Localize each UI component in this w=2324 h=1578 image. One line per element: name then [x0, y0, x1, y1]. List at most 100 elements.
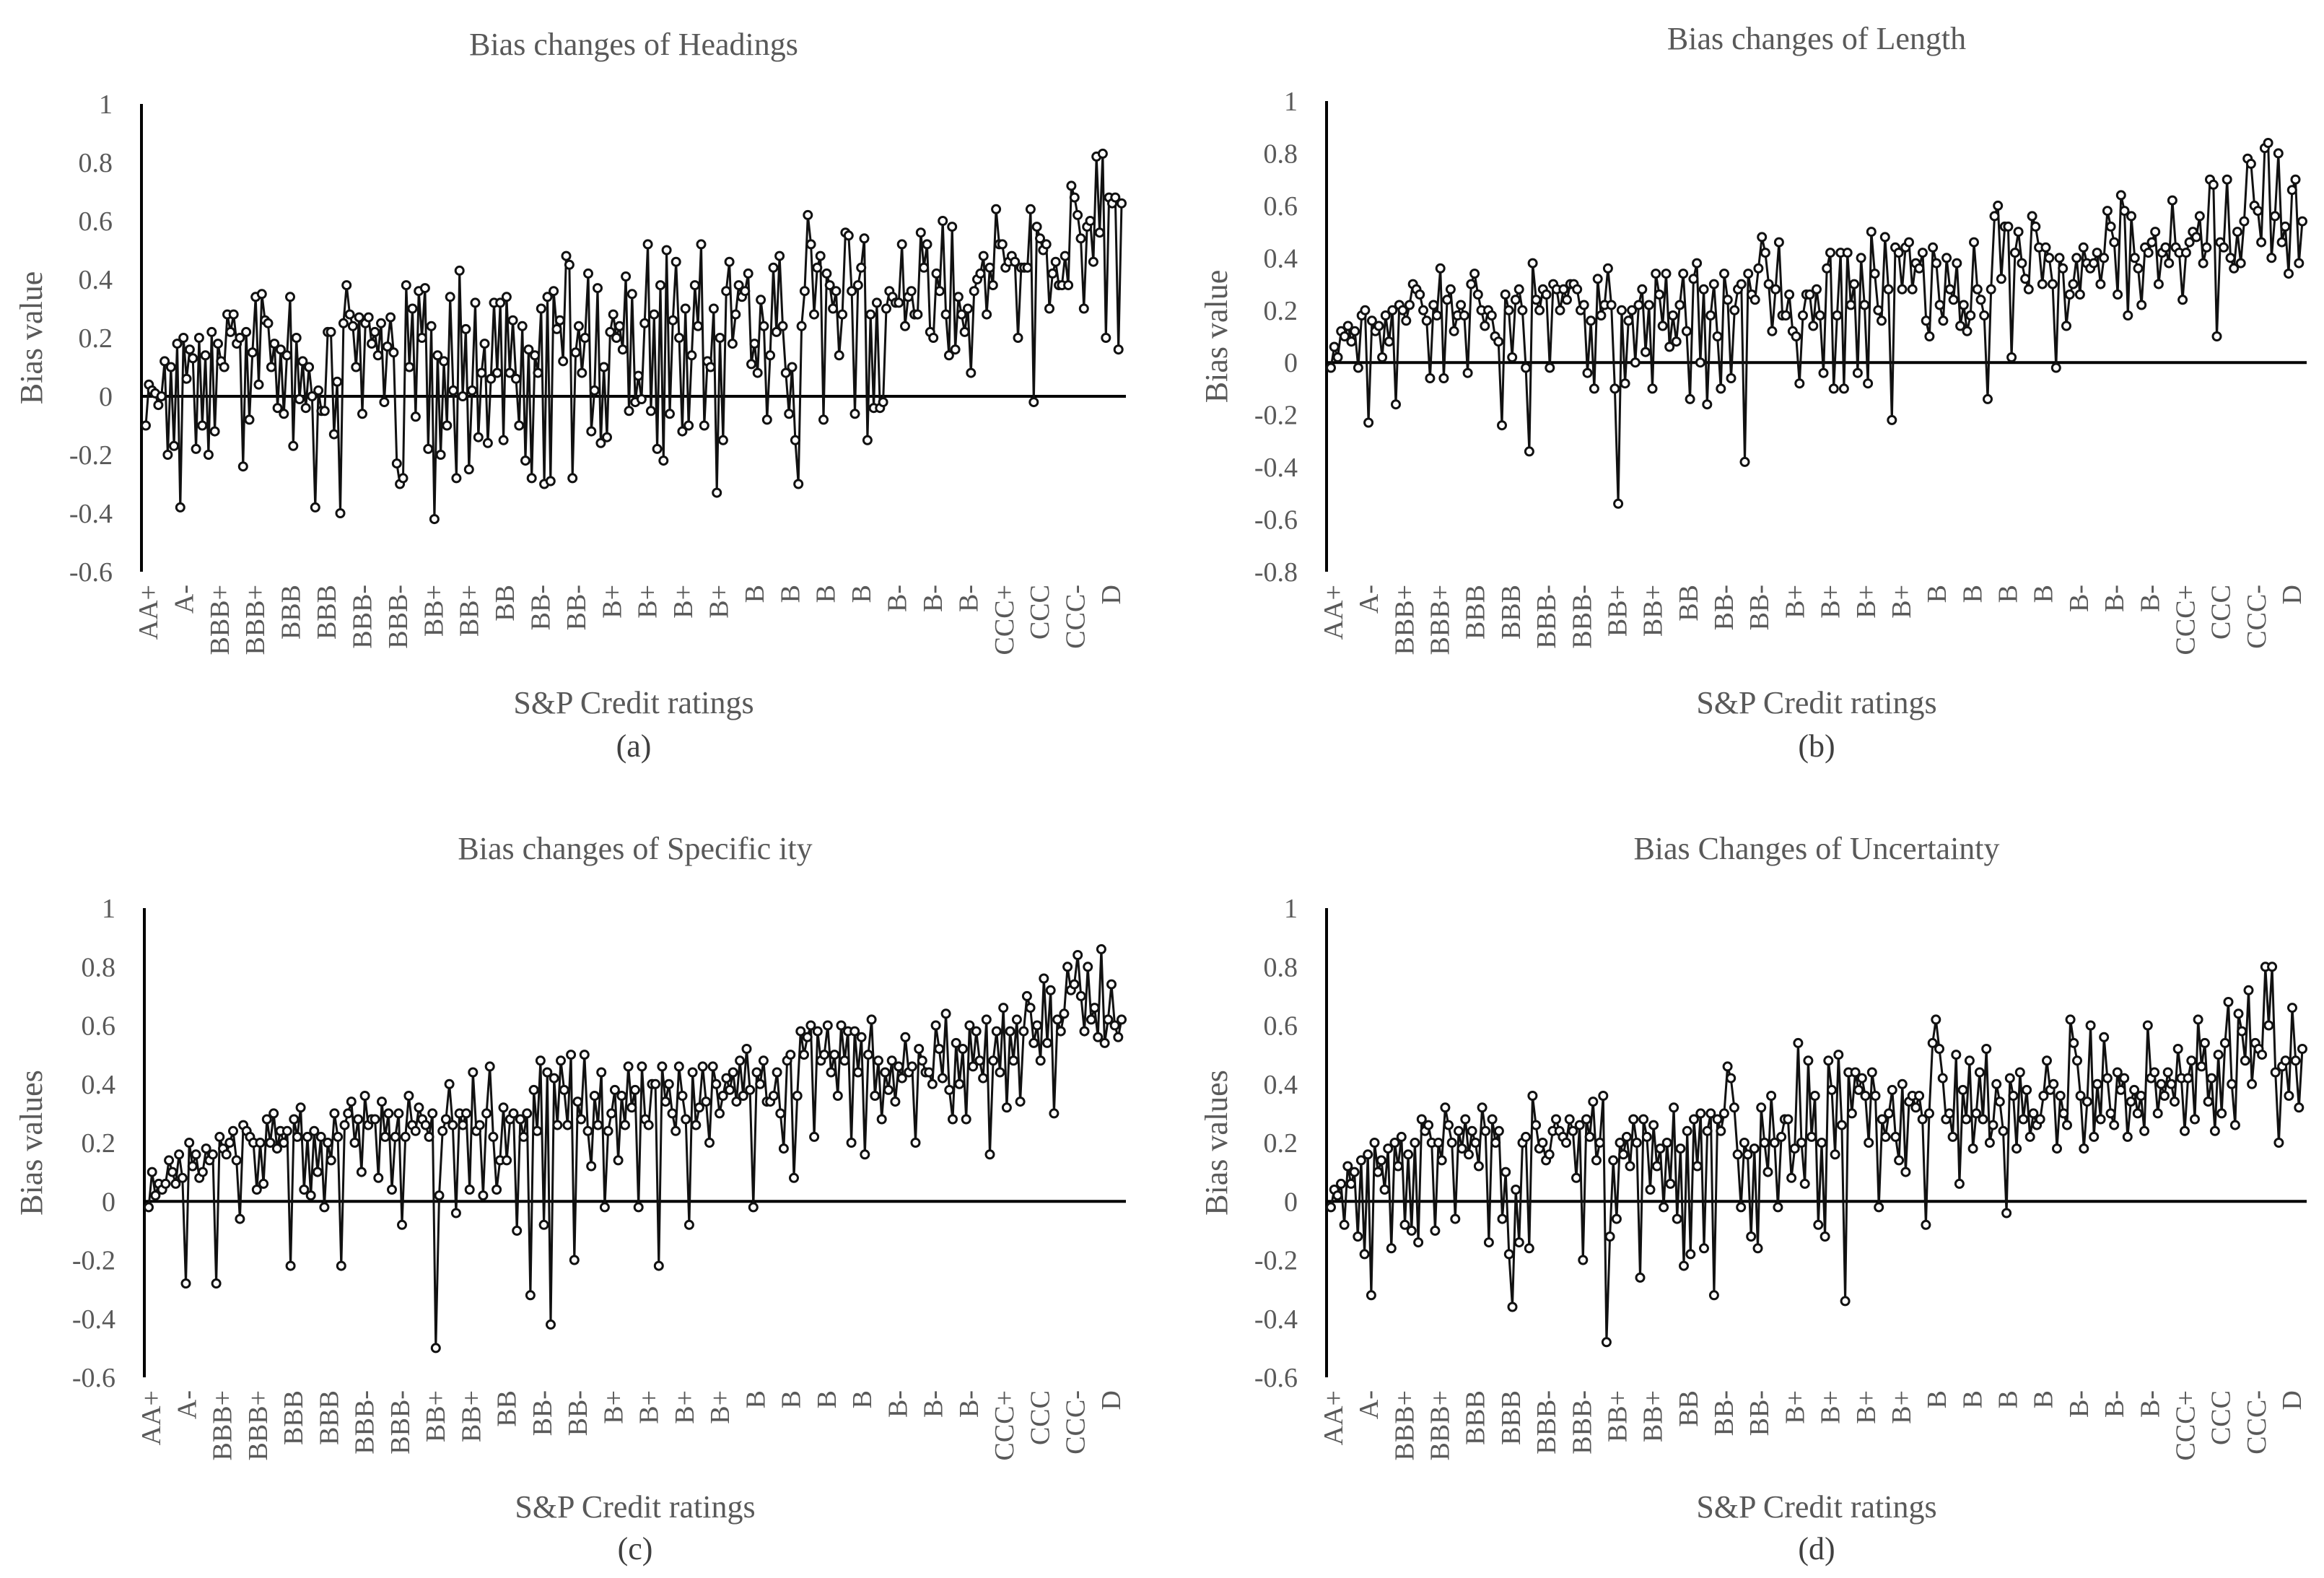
- x-tick-label: B: [1993, 585, 2024, 603]
- data-point: [2069, 1037, 2079, 1048]
- data-point: [2273, 1138, 2284, 1148]
- x-tick-label: B+: [1816, 1390, 1846, 1424]
- data-point: [1435, 263, 1446, 274]
- data-point: [812, 262, 823, 273]
- data-point: [2216, 1108, 2227, 1119]
- data-point: [188, 353, 198, 364]
- data-point: [670, 1125, 681, 1136]
- data-point: [1647, 383, 1658, 394]
- data-point: [517, 321, 528, 331]
- data-point: [680, 303, 691, 314]
- x-tick-label: B: [1993, 1390, 2024, 1408]
- data-point: [528, 1084, 539, 1095]
- data-point: [174, 1149, 185, 1160]
- data-point: [922, 239, 932, 250]
- data-point: [987, 280, 998, 291]
- data-point: [828, 303, 839, 314]
- data-point: [984, 1149, 995, 1160]
- data-point: [930, 1020, 941, 1031]
- x-tick-label: BBB: [314, 1390, 344, 1445]
- data-point: [1436, 1155, 1447, 1166]
- data-point: [347, 321, 358, 331]
- data-point: [2232, 227, 2242, 237]
- data-point: [681, 1114, 691, 1125]
- data-point: [1109, 1020, 1120, 1031]
- data-point: [733, 280, 744, 291]
- data-point: [1050, 256, 1061, 267]
- data-point: [414, 1102, 424, 1113]
- x-tick-label: B+: [633, 585, 663, 619]
- data-point: [836, 1020, 847, 1031]
- data-point: [1884, 1108, 1895, 1119]
- data-point: [1781, 310, 1791, 321]
- data-point: [1421, 315, 1432, 326]
- data-point: [1456, 300, 1467, 310]
- data-point: [1972, 284, 1983, 295]
- data-point: [1869, 269, 1880, 279]
- data-point: [1339, 1219, 1350, 1230]
- data-point: [2284, 269, 2294, 279]
- data-point: [444, 1078, 455, 1089]
- data-point: [1406, 1225, 1417, 1236]
- data-point: [269, 339, 280, 349]
- data-point: [363, 312, 374, 323]
- data-point: [2294, 1102, 2305, 1113]
- data-point: [982, 309, 992, 320]
- data-point: [191, 443, 201, 454]
- data-point: [447, 1120, 458, 1130]
- data-point: [1430, 1225, 1441, 1236]
- data-point: [954, 1078, 965, 1089]
- data-point: [1442, 295, 1453, 305]
- data-point: [1944, 1108, 1954, 1119]
- x-tick-label: AA+: [1319, 1390, 1349, 1445]
- data-point: [580, 333, 590, 343]
- data-point: [665, 409, 675, 419]
- x-tick-label: BBB+: [208, 1390, 238, 1460]
- data-point: [464, 1185, 475, 1195]
- data-point: [2050, 362, 2061, 373]
- data-point: [423, 443, 434, 454]
- data-point: [1757, 232, 1768, 243]
- data-point: [1638, 1114, 1649, 1125]
- data-point: [809, 309, 819, 320]
- data-point: [2065, 1014, 2076, 1025]
- data-point: [602, 432, 612, 443]
- data-point: [636, 394, 647, 404]
- data-point: [583, 268, 593, 279]
- data-point: [1035, 233, 1045, 244]
- data-point: [169, 440, 180, 451]
- data-point: [1870, 1091, 1881, 1101]
- data-point: [2048, 279, 2058, 289]
- data-point: [156, 391, 167, 401]
- data-point: [434, 1190, 445, 1201]
- y-tick-label: 0.4: [79, 265, 113, 295]
- data-point: [1497, 420, 1507, 431]
- data-point: [896, 1073, 907, 1084]
- y-axis-title: Bias values: [14, 1070, 49, 1216]
- data-point: [1500, 1167, 1511, 1177]
- data-point: [162, 450, 173, 460]
- data-point: [1641, 1131, 1652, 1142]
- data-point: [291, 333, 302, 343]
- data-point: [780, 367, 791, 378]
- data-point: [1113, 344, 1124, 355]
- data-point: [1931, 258, 1941, 269]
- data-point: [2035, 1114, 2045, 1125]
- data-point: [566, 1050, 577, 1060]
- data-point: [160, 356, 170, 367]
- data-point: [1941, 253, 1952, 263]
- data-point: [1073, 209, 1083, 220]
- x-tick-label: BB+: [1638, 585, 1669, 637]
- data-point: [2095, 1114, 2106, 1125]
- data-point: [2038, 1091, 2049, 1101]
- data-point: [518, 1131, 529, 1142]
- x-tick-label: B+: [597, 585, 627, 619]
- data-point: [2081, 1097, 2092, 1107]
- data-point: [906, 286, 917, 297]
- data-point: [1608, 1155, 1619, 1166]
- data-point: [1753, 263, 1764, 274]
- x-tick-label: B-: [2135, 1390, 2165, 1418]
- data-point: [1971, 1108, 1982, 1119]
- data-point: [564, 259, 575, 270]
- data-point: [951, 1037, 961, 1048]
